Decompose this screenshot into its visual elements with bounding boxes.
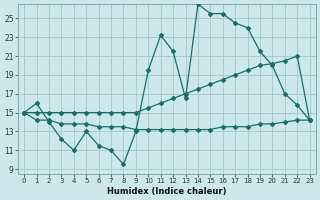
X-axis label: Humidex (Indice chaleur): Humidex (Indice chaleur) xyxy=(107,187,227,196)
